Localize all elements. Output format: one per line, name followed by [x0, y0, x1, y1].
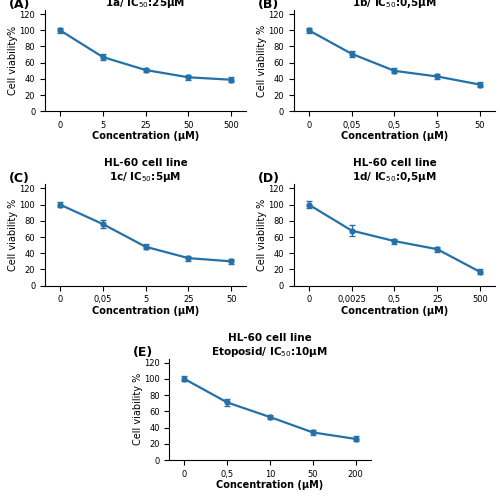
Y-axis label: Cell viability %: Cell viability %	[8, 199, 18, 271]
X-axis label: Concentration (μM): Concentration (μM)	[92, 132, 199, 141]
Title: HL-60  cell line
1a/ IC$_{50}$:25μM: HL-60 cell line 1a/ IC$_{50}$:25μM	[102, 0, 190, 10]
Title: HL-60 cell line
1c/ IC$_{50}$:5μM: HL-60 cell line 1c/ IC$_{50}$:5μM	[104, 158, 188, 184]
Title: HL-60 cell line
1d/ IC$_{50}$:0,5μM: HL-60 cell line 1d/ IC$_{50}$:0,5μM	[352, 158, 437, 184]
X-axis label: Concentration (μM): Concentration (μM)	[341, 306, 448, 316]
Y-axis label: Cell viability %: Cell viability %	[132, 373, 142, 446]
Y-axis label: Cell viability%: Cell viability%	[8, 26, 18, 95]
Text: (A): (A)	[9, 0, 30, 11]
Text: (B): (B)	[258, 0, 279, 11]
Title: HL-60 cell line
Etoposid/ IC$_{50}$:10μM: HL-60 cell line Etoposid/ IC$_{50}$:10μM	[212, 332, 328, 358]
Y-axis label: Cell viability %: Cell viability %	[257, 24, 267, 97]
X-axis label: Concentration (μM): Concentration (μM)	[92, 306, 199, 316]
Text: (E): (E)	[133, 346, 154, 360]
Text: (D): (D)	[258, 172, 280, 185]
Title: HL-60 cell line
1b/ IC$_{50}$:0,5μM: HL-60 cell line 1b/ IC$_{50}$:0,5μM	[352, 0, 437, 10]
X-axis label: Concentration (μM): Concentration (μM)	[341, 132, 448, 141]
X-axis label: Concentration (μM): Concentration (μM)	[216, 480, 324, 490]
Text: (C): (C)	[9, 172, 29, 185]
Y-axis label: Cell viability %: Cell viability %	[257, 199, 267, 271]
